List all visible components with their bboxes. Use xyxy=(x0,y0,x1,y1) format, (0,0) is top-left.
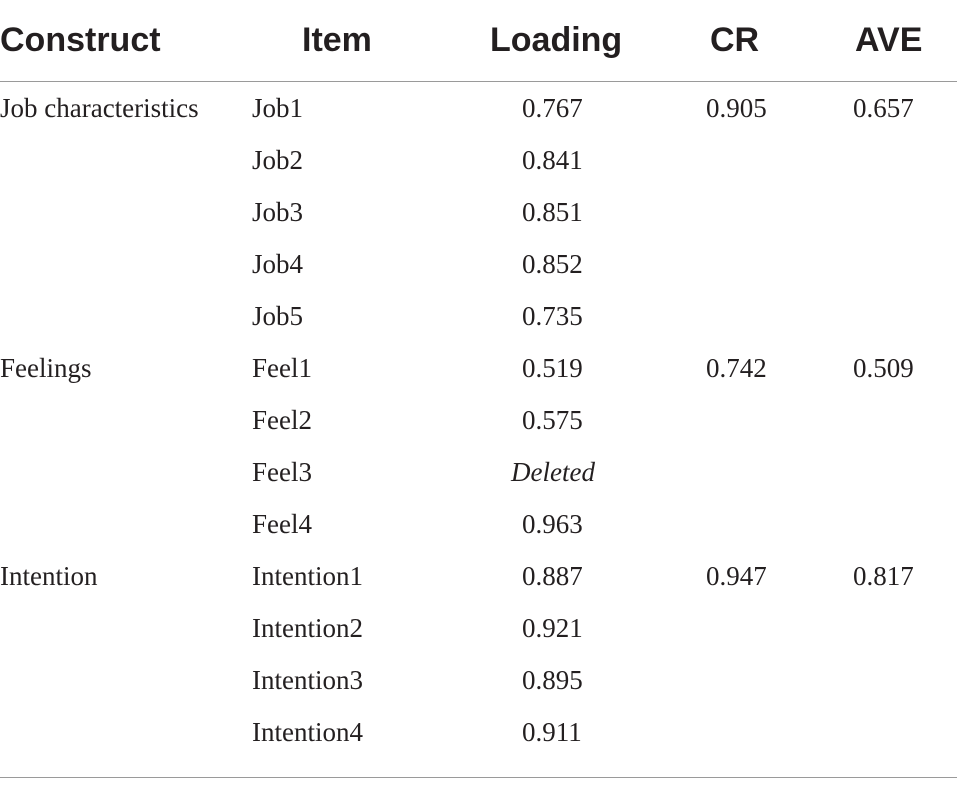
cell-cr xyxy=(664,446,809,498)
cell-loading: 0.767 xyxy=(522,92,583,123)
cell-cr xyxy=(664,238,809,290)
cell-construct: Intention xyxy=(0,560,98,591)
cell-ave xyxy=(809,602,957,654)
cell-ave xyxy=(809,654,957,706)
cell-loading-deleted: Deleted xyxy=(511,456,595,487)
cell-item: Job4 xyxy=(252,248,304,279)
cell-loading: 0.852 xyxy=(522,248,583,279)
cell-cr: 0.905 xyxy=(706,92,767,123)
cell-loading: 0.851 xyxy=(522,196,583,227)
cell-loading: 0.921 xyxy=(522,612,583,643)
cell-construct xyxy=(0,654,238,706)
cell-cr xyxy=(664,394,809,446)
cell-ave xyxy=(809,238,957,290)
cell-cr xyxy=(664,706,809,776)
table-row: Job4 0.852 xyxy=(0,238,957,290)
cell-ave: 0.817 xyxy=(853,560,914,591)
table-row: Feel4 0.963 xyxy=(0,498,957,550)
measurement-table-container: Construct Item Loading CR AVE Job charac… xyxy=(0,0,957,777)
cell-loading: 0.895 xyxy=(522,664,583,695)
table-row: Feel2 0.575 xyxy=(0,394,957,446)
header-ave: AVE xyxy=(809,0,957,82)
cell-construct xyxy=(0,602,238,654)
cell-ave xyxy=(809,706,957,776)
cell-item: Job1 xyxy=(252,92,304,123)
cell-cr xyxy=(664,498,809,550)
cell-item: Feel3 xyxy=(252,456,312,487)
table-row: Intention4 0.911 xyxy=(0,706,957,776)
table-row: Job characteristics Job1 0.767 0.905 0.6… xyxy=(0,82,957,135)
cell-item: Intention1 xyxy=(252,560,363,591)
table-row: Feelings Feel1 0.519 0.742 0.509 xyxy=(0,342,957,394)
cell-construct xyxy=(0,238,238,290)
cell-item: Feel1 xyxy=(252,352,312,383)
cell-ave xyxy=(809,290,957,342)
cell-ave: 0.509 xyxy=(853,352,914,383)
cell-construct xyxy=(0,498,238,550)
cell-item: Job5 xyxy=(252,300,304,331)
table-bottom-rule xyxy=(0,777,957,778)
cell-loading: 0.841 xyxy=(522,144,583,175)
cell-ave xyxy=(809,394,957,446)
header-construct: Construct xyxy=(0,0,238,82)
cell-cr: 0.947 xyxy=(706,560,767,591)
cell-loading: 0.519 xyxy=(522,352,583,383)
cell-construct xyxy=(0,290,238,342)
cell-loading: 0.887 xyxy=(522,560,583,591)
cell-construct: Job characteristics xyxy=(0,92,199,123)
cell-item: Job3 xyxy=(252,196,304,227)
cell-construct xyxy=(0,706,238,776)
cell-loading: 0.963 xyxy=(522,508,583,539)
cell-ave xyxy=(809,134,957,186)
cell-construct xyxy=(0,394,238,446)
cell-cr xyxy=(664,186,809,238)
measurement-model-table: Construct Item Loading CR AVE Job charac… xyxy=(0,0,957,777)
cell-loading: 0.735 xyxy=(522,300,583,331)
cell-ave xyxy=(809,498,957,550)
table-row: Intention Intention1 0.887 0.947 0.817 xyxy=(0,550,957,602)
cell-ave: 0.657 xyxy=(853,92,914,123)
cell-item: Intention3 xyxy=(252,664,363,695)
cell-cr: 0.742 xyxy=(706,352,767,383)
cell-item: Feel2 xyxy=(252,404,312,435)
cell-loading: 0.575 xyxy=(522,404,583,435)
cell-construct xyxy=(0,134,238,186)
cell-construct: Feelings xyxy=(0,352,92,383)
cell-item: Job2 xyxy=(252,144,304,175)
cell-ave xyxy=(809,186,957,238)
cell-construct xyxy=(0,446,238,498)
cell-cr xyxy=(664,290,809,342)
cell-construct xyxy=(0,186,238,238)
table-row: Job3 0.851 xyxy=(0,186,957,238)
header-cr: CR xyxy=(664,0,809,82)
table-header: Construct Item Loading CR AVE xyxy=(0,0,957,82)
cell-item: Intention2 xyxy=(252,612,363,643)
cell-loading: 0.911 xyxy=(522,716,582,747)
cell-item: Feel4 xyxy=(252,508,312,539)
table-row: Job5 0.735 xyxy=(0,290,957,342)
table-row: Job2 0.841 xyxy=(0,134,957,186)
table-row: Intention3 0.895 xyxy=(0,654,957,706)
header-loading: Loading xyxy=(442,0,664,82)
cell-cr xyxy=(664,654,809,706)
header-item: Item xyxy=(238,0,442,82)
cell-cr xyxy=(664,602,809,654)
cell-item: Intention4 xyxy=(252,716,363,747)
header-row: Construct Item Loading CR AVE xyxy=(0,0,957,82)
cell-ave xyxy=(809,446,957,498)
table-row: Feel3 Deleted xyxy=(0,446,957,498)
table-row: Intention2 0.921 xyxy=(0,602,957,654)
table-body: Job characteristics Job1 0.767 0.905 0.6… xyxy=(0,82,957,777)
cell-cr xyxy=(664,134,809,186)
